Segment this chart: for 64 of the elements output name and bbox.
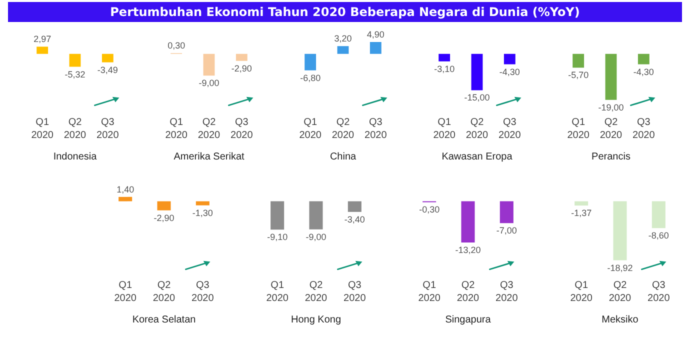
data-label: -8,60 [648,230,669,241]
x-tick-label: Q2 2020 [304,280,328,304]
x-tick-label: Q3 2020 [632,117,656,141]
data-label: -1,37 [571,208,592,218]
x-tick-label: Q3 2020 [96,117,120,141]
x-tick-label: Q1 2020 [433,117,456,141]
x-axis-title: Singapura [445,314,492,326]
data-label: -5,70 [568,70,589,80]
x-tick-label: Q2 2020 [152,280,176,304]
x-tick-label: Q1 2020 [299,117,322,141]
x-axis-title: Perancis [592,152,630,162]
data-label: 4,90 [366,30,384,40]
x-tick-label: Q1 2020 [31,117,54,141]
data-label: -19,00 [598,102,624,112]
data-label: 1,40 [116,184,134,194]
data-label: 0,30 [168,40,186,51]
x-axis-title: China [330,152,356,162]
x-axis-title: Hong Kong [290,314,342,326]
x-tick-label: Q3 2020 [496,280,518,304]
x-tick-label: Q3 2020 [192,280,214,304]
x-tick-label: Q2 2020 [198,117,221,141]
x-tick-label: Q1 2020 [567,117,590,141]
x-tick-label: Q3 2020 [648,280,670,304]
x-axis-title: Meksiko [602,314,639,326]
data-label: -4,30 [633,66,654,77]
data-label: -6,80 [300,72,321,83]
x-tick-label: Q2 2020 [456,280,480,304]
x-tick-label: Q3 2020 [498,117,522,141]
data-label: -9,10 [267,232,288,242]
x-tick-label: Q2 2020 [332,117,355,141]
data-label: -3,10 [434,64,455,74]
data-label: -3,49 [97,64,118,75]
data-label: -4,30 [499,66,520,77]
x-tick-label: Q3 2020 [364,117,388,141]
data-label: -13,20 [455,244,481,255]
x-tick-label: Q1 2020 [114,280,137,304]
x-tick-label: Q2 2020 [64,117,87,141]
x-tick-label: Q1 2020 [266,280,289,304]
data-label: 3,20 [334,34,352,44]
x-tick-label: Q3 2020 [344,280,366,304]
data-label: -3,40 [344,214,365,224]
x-tick-label: Q1 2020 [570,280,593,304]
data-label: 2,97 [34,34,52,44]
x-axis-title: Indonesia [53,152,98,162]
data-label: -5,32 [64,69,86,80]
data-label: -9,00 [198,78,220,88]
x-tick-label: Q2 2020 [466,117,489,141]
x-tick-label: Q2 2020 [608,280,632,304]
x-tick-label: Q1 2020 [165,117,188,141]
x-axis-title: Kawasan Eropa [442,152,513,162]
chart-title: Pertumbuhan Ekonomi Tahun 2020 Beberapa Negara di Dunia (%YoY) [8,2,682,22]
data-label: -9,00 [306,232,326,242]
x-axis-title: Korea Selatan [132,314,196,326]
x-axis-title: Amerika Serikat [174,152,245,162]
data-label: -15,00 [464,92,490,103]
x-tick-label: Q2 2020 [600,117,623,141]
x-tick-label: Q3 2020 [230,117,254,141]
x-tick-label: Q1 2020 [418,280,441,304]
data-label: -0,30 [419,204,440,215]
data-label: -7,00 [496,226,517,236]
data-label: -1,30 [192,208,213,218]
data-label: -2,90 [154,212,174,223]
data-label: -18,92 [607,262,633,273]
data-label: -2,90 [231,63,252,74]
